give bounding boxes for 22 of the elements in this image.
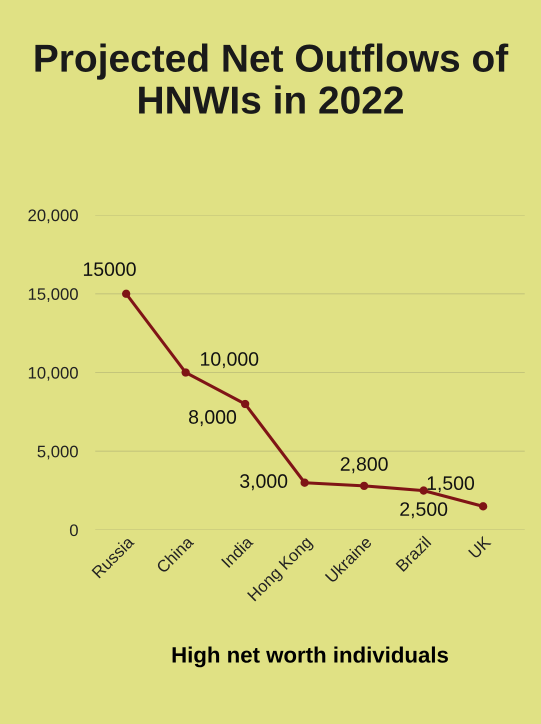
- point: [181, 368, 190, 377]
- data-label: 10,000: [201, 352, 258, 368]
- point: [300, 478, 309, 487]
- y-tick-label: 0: [70, 524, 78, 536]
- y-tick-label: 15,000: [28, 288, 78, 302]
- data-label: 8,000: [189, 410, 236, 426]
- point: [122, 290, 130, 298]
- y-tick-label: 5,000: [38, 446, 78, 460]
- chart-title: Projected Net Outflows of HNWIs in 2022: [35, 43, 508, 114]
- data-label: 2,800: [340, 457, 388, 474]
- point: [240, 400, 250, 408]
- data-label: 1,500: [428, 476, 474, 492]
- point: [478, 502, 488, 511]
- y-tick-label: 10,000: [28, 366, 78, 381]
- point: [419, 486, 428, 495]
- x-tick-label: UK: [468, 535, 492, 559]
- data-label: 15000: [84, 262, 136, 276]
- data-label: 3,000: [240, 474, 288, 490]
- x-axis-title: High net worth individuals: [172, 646, 448, 668]
- y-tick-label: 20,000: [28, 209, 78, 224]
- data-label: 2,500: [400, 502, 448, 518]
- point: [360, 482, 368, 490]
